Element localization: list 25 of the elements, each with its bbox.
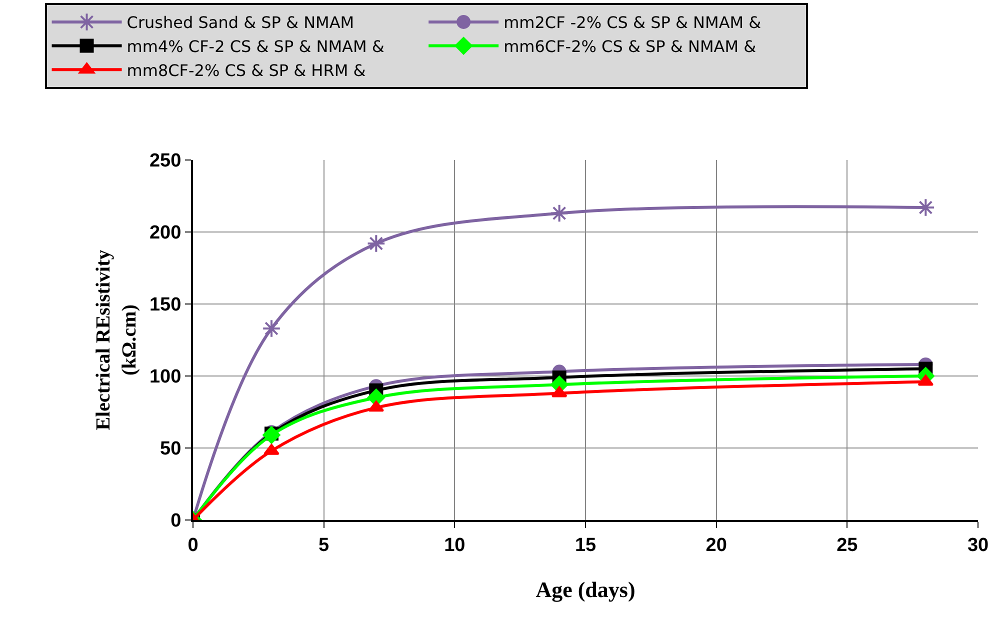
point xyxy=(262,319,281,338)
x-tick-label: 20 xyxy=(706,534,727,556)
point xyxy=(550,204,569,223)
x-tick-label: 25 xyxy=(836,534,858,556)
y-tick-label: 100 xyxy=(149,366,182,388)
x-tick-label: 10 xyxy=(444,534,466,556)
x-tick-label: 5 xyxy=(318,534,330,556)
y-tick-label: 200 xyxy=(149,222,182,244)
x-tick-label: 30 xyxy=(967,534,989,556)
y-tick-label: 0 xyxy=(170,510,182,532)
point xyxy=(262,426,280,444)
y-tick-label: 250 xyxy=(149,150,182,172)
y-tick-label: 50 xyxy=(160,438,182,460)
x-tick-label: 0 xyxy=(188,534,198,556)
legend-label: Crushed Sand & SP & NMAM xyxy=(126,13,354,32)
legend-label: mm8CF-2% CS & SP & HRM & xyxy=(126,60,366,80)
y-tick-label: 150 xyxy=(149,294,182,316)
legend-label: mm4% CF-2 CS & SP & NMAM & xyxy=(126,37,384,56)
y-axis-title: Electrical REsistivity (kΩ.cm) xyxy=(92,250,140,430)
point xyxy=(264,444,280,455)
x-axis-title: Age (days) xyxy=(536,577,636,602)
legend-label: mm2CF -2% CS & SP & NMAM & xyxy=(504,13,762,32)
x-tick-label: 15 xyxy=(574,534,596,556)
legend-label: mm6CF-2% CS & SP & NMAM & xyxy=(504,37,756,56)
point xyxy=(366,234,386,253)
